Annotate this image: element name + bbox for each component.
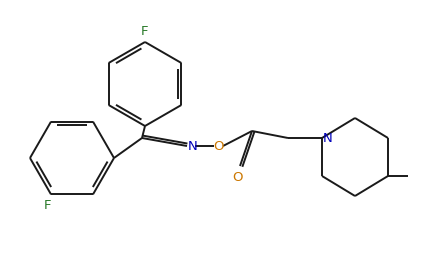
Text: F: F bbox=[43, 199, 51, 212]
Text: O: O bbox=[233, 171, 243, 184]
Text: N: N bbox=[323, 132, 332, 144]
Text: O: O bbox=[213, 140, 223, 153]
Text: F: F bbox=[141, 25, 149, 38]
Text: N: N bbox=[187, 141, 197, 154]
